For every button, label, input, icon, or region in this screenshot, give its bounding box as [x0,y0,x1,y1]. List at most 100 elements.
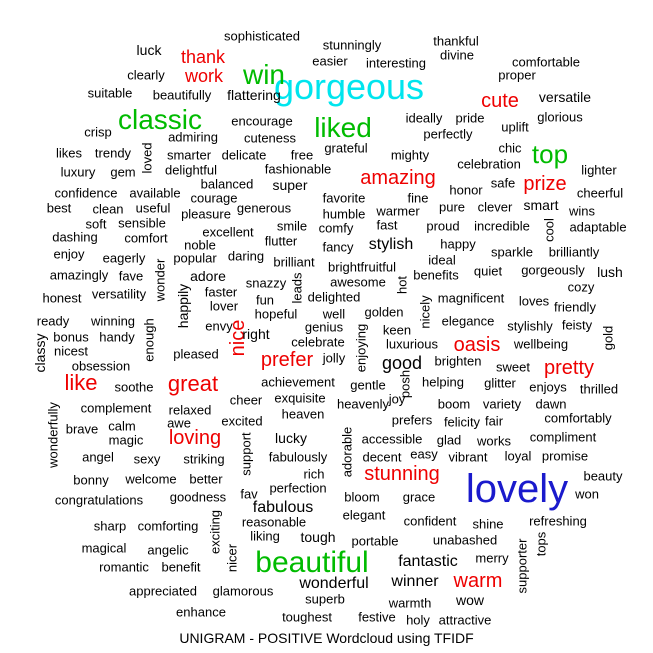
word-honest: honest [42,290,82,306]
word-top: top [531,139,569,169]
word-sophisticated: sophisticated [224,28,300,44]
word-sexy: sexy [133,451,161,467]
word-brilliantly: brilliantly [548,244,600,260]
word-congratulations: congratulations [54,492,144,508]
chart-title: UNIGRAM - POSITIVE Wordcloud using TFIDF [179,630,474,646]
word-works: works [477,433,511,449]
word-adorable: adorable [339,426,355,478]
word-winner: winner [391,573,439,590]
word-classy: classy [32,333,48,373]
word-versatile: versatile [538,89,592,105]
word-loyal: loyal [504,448,532,464]
word-jolly: jolly [322,350,346,366]
word-confidence: confidence [54,185,118,201]
word-work: work [184,66,224,86]
word-sparkle: sparkle [491,244,533,260]
word-appreciated: appreciated [129,583,197,599]
word-daring: daring [227,248,265,264]
word-helping: helping [422,374,464,390]
word-lighter: lighter [581,162,617,178]
word-smarter: smarter [166,147,212,163]
word-gorgeously: gorgeously [521,262,585,278]
word-pretty: pretty [543,357,595,379]
word-noble: noble [184,237,216,253]
word-magical: magical [81,540,127,556]
word-loving: loving [168,427,222,449]
word-comforting: comforting [137,518,199,534]
word-wonderful: wonderful [299,575,369,592]
word-useful: useful [135,200,171,216]
word-warm: warm [453,570,503,592]
word-stunningly: stunningly [322,37,382,53]
word-suitable: suitable [87,85,133,101]
word-excellent: excellent [202,224,254,240]
word-sensible: sensible [118,215,166,231]
word-thank: thank [180,47,226,67]
word-easy: easy [410,446,438,462]
word-supporter: supporter [514,538,530,594]
word-adaptable: adaptable [569,219,627,235]
word-brilliant: brilliant [273,254,315,270]
word-honor: honor [449,182,483,198]
word-fabulous: fabulous [252,499,314,516]
word-merry: merry [475,550,509,566]
word-win: win [242,59,286,90]
word-super: super [272,177,308,193]
word-balanced: balanced [200,176,254,192]
word-fantastic: fantastic [398,553,458,570]
word-ready: ready [36,313,70,329]
word-enhance: enhance [176,604,226,620]
word-angel: angel [82,449,114,465]
word-fav: fav [240,486,258,502]
word-nicely: nicely [417,295,433,329]
word-fave: fave [118,268,144,284]
word-confident: confident [403,513,457,529]
word-pure: pure [438,199,466,215]
word-happy: happy [440,236,476,252]
word-vibrant: vibrant [448,449,488,465]
word-complement: complement [80,400,152,416]
word-right: right [242,326,270,342]
word-grace: grace [402,489,436,505]
word-envy: envy [205,318,233,334]
word-rich: rich [303,466,325,482]
word-trendy: trendy [94,145,132,161]
word-accessible: accessible [361,431,423,447]
word-boom: boom [437,396,471,412]
word-loves: loves [518,293,550,309]
word-uplift: uplift [501,119,529,135]
word-genius: genius [304,319,344,335]
word-lover: lover [209,298,239,314]
word-amazingly: amazingly [49,267,109,283]
word-sweet: sweet [496,359,530,375]
word-luxury: luxury [60,164,96,180]
word-heavenly: heavenly [336,396,390,412]
word-calm: calm [108,418,136,434]
word-romantic: romantic [99,559,149,575]
word-delighted: delighted [307,289,361,305]
word-proper: proper [498,67,536,83]
word-enough: enough [141,318,157,362]
word-pleased: pleased [173,346,219,362]
word-handy: handy [99,329,135,345]
word-flattering: flattering [227,87,281,103]
word-fine: fine [407,190,429,206]
word-comfort: comfort [124,230,168,246]
word-divine: divine [440,47,474,63]
word-liked: liked [314,112,372,143]
word-gold: gold [600,325,616,351]
word-cute: cute [481,90,519,112]
word-refreshing: refreshing [529,513,587,529]
word-unabashed: unabashed [432,532,498,548]
word-tough: tough [300,529,336,545]
word-generous: generous [236,200,292,216]
word-great: great [167,371,219,396]
word-easier: easier [312,53,348,69]
word-glad: glad [436,432,462,448]
word-decent: decent [362,449,402,465]
word-gorgeous: gorgeous [273,66,425,107]
word-attractive: attractive [438,612,492,628]
word-delicate: delicate [221,147,267,163]
word-prize: prize [523,173,567,195]
